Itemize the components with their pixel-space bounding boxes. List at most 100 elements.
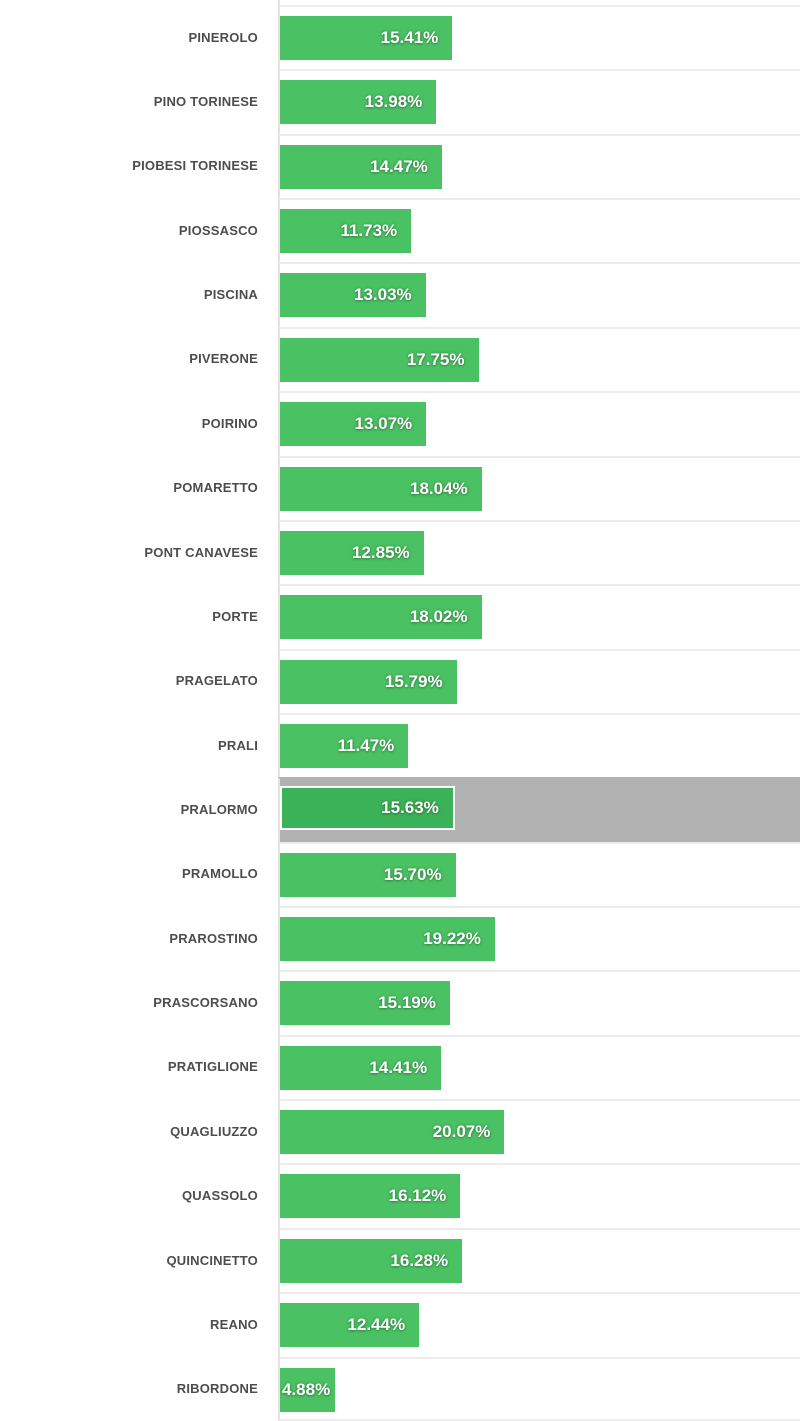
bar-value-label: 20.07%: [432, 1122, 491, 1142]
chart-row: QUASSOLO 16.12%: [0, 1163, 800, 1228]
bar[interactable]: 17.75%: [280, 337, 479, 382]
category-label-cell: PISCINA: [0, 262, 278, 327]
bar[interactable]: 11.47%: [280, 723, 409, 768]
category-label: PRASCORSANO: [153, 995, 258, 1011]
category-label-cell: PRALORMO: [0, 777, 278, 842]
category-label: PRATIGLIONE: [167, 1059, 258, 1075]
bar-value-label: 19.22%: [423, 929, 481, 949]
bar[interactable]: 12.85%: [280, 530, 424, 575]
category-label-cell: PIOBESI TORINESE: [0, 133, 278, 199]
bar[interactable]: 15.70%: [280, 852, 456, 897]
plot-area-row: 15.41%: [278, 5, 800, 70]
bar-value-label: 13.03%: [354, 285, 412, 305]
category-label: RIBORDONE: [176, 1381, 258, 1397]
chart-row: PINEROLO 15.41%: [0, 5, 800, 70]
category-label-cell: PRAROSTINO: [0, 906, 278, 971]
bar[interactable]: 13.98%: [280, 80, 437, 125]
plot-area-row: 15.79%: [278, 648, 800, 713]
bar[interactable]: 13.07%: [280, 402, 427, 447]
category-label-cell: POIRINO: [0, 391, 278, 456]
bar-value-label: 15.70%: [383, 864, 442, 884]
bar-value-label: 17.75%: [406, 349, 465, 369]
bar-value-label: 16.12%: [388, 1186, 447, 1206]
chart-row: POMARETTO 18.04%: [0, 455, 800, 520]
category-label: PORTE: [212, 608, 258, 624]
plot-area-row: 12.85%: [278, 519, 800, 585]
category-label: PINEROLO: [188, 29, 258, 45]
plot-area-row: 17.75%: [278, 326, 800, 392]
plot-area-row: 18.04%: [278, 455, 800, 520]
category-label-cell: REANO: [0, 1292, 278, 1357]
category-label: PIOSSASCO: [178, 222, 258, 238]
category-label-cell: QUASSOLO: [0, 1163, 278, 1228]
chart-row: REANO 12.44%: [0, 1292, 800, 1357]
category-label-cell: PRATIGLIONE: [0, 1034, 278, 1100]
category-label-cell: PORTE: [0, 584, 278, 649]
category-label-cell: RIBORDONE: [0, 1356, 278, 1421]
bar[interactable]: 14.41%: [280, 1045, 442, 1090]
category-label: PRALI: [218, 737, 258, 753]
bar-value-label: 11.47%: [337, 735, 395, 755]
bar-value-label: 18.04%: [410, 478, 468, 498]
bar[interactable]: 16.12%: [280, 1174, 461, 1219]
bar[interactable]: 11.73%: [280, 209, 412, 254]
bar-value-label: 14.47%: [370, 156, 428, 176]
bar-value-label: 15.19%: [378, 993, 436, 1013]
bar[interactable]: 15.19%: [280, 981, 450, 1026]
plot-area-row: 15.19%: [278, 970, 800, 1035]
chart-row: PONT CANAVESE 12.85%: [0, 519, 800, 585]
plot-area-row: 13.03%: [278, 262, 800, 327]
bar-value-label: 12.85%: [352, 542, 410, 562]
bar-value-label: 15.79%: [384, 671, 443, 691]
category-label: REANO: [210, 1316, 258, 1332]
bar-value-label: 16.28%: [390, 1250, 449, 1270]
plot-area-row: 14.41%: [278, 1034, 800, 1100]
bar[interactable]: 15.79%: [280, 659, 457, 704]
bar-value-label: 14.41%: [369, 1057, 428, 1077]
plot-area-row: 15.70%: [278, 841, 800, 907]
plot-area-row: 11.47%: [278, 712, 800, 778]
category-label-cell: PRAGELATO: [0, 648, 278, 713]
category-label-cell: PIVERONE: [0, 326, 278, 392]
bar[interactable]: 19.22%: [280, 917, 495, 962]
bar[interactable]: 18.02%: [280, 595, 482, 640]
bar-selected[interactable]: 15.63%: [280, 786, 455, 831]
bar[interactable]: 14.47%: [280, 144, 442, 189]
bar[interactable]: 16.28%: [280, 1238, 463, 1283]
bar[interactable]: 12.44%: [280, 1303, 420, 1348]
category-label: POMARETTO: [173, 480, 258, 496]
bar-value-label: 18.02%: [409, 607, 468, 627]
chart-row: PIOBESI TORINESE 14.47%: [0, 133, 800, 199]
category-label-cell: PIOSSASCO: [0, 198, 278, 263]
chart-row: PRAGELATO 15.79%: [0, 648, 800, 713]
chart-row: PISCINA 13.03%: [0, 262, 800, 327]
bar[interactable]: 20.07%: [280, 1110, 505, 1155]
plot-area-row: 14.47%: [278, 133, 800, 199]
bar[interactable]: 18.04%: [280, 466, 482, 511]
category-label: PISCINA: [203, 287, 258, 303]
category-label-cell: POMARETTO: [0, 455, 278, 520]
category-label: PIOBESI TORINESE: [132, 158, 258, 174]
category-label-cell: PRASCORSANO: [0, 970, 278, 1035]
bar[interactable]: 4.88%: [280, 1367, 335, 1412]
plot-area-row: 12.44%: [278, 1292, 800, 1357]
bar[interactable]: 15.41%: [280, 16, 453, 60]
chart-row: QUAGLIUZZO 20.07%: [0, 1099, 800, 1164]
category-label: QUINCINETTO: [166, 1252, 258, 1268]
bar[interactable]: 13.03%: [280, 273, 426, 318]
category-label-cell: PINO TORINESE: [0, 69, 278, 134]
chart-row: PRASCORSANO 15.19%: [0, 970, 800, 1035]
chart-row: PRAROSTINO 19.22%: [0, 906, 800, 971]
chart-row: PRALORMO 15.63%: [0, 777, 800, 842]
chart-row: PIOSSASCO 11.73%: [0, 198, 800, 263]
category-label-cell: QUINCINETTO: [0, 1227, 278, 1293]
plot-area-row: 20.07%: [278, 1099, 800, 1164]
category-label: PRALORMO: [180, 801, 258, 817]
plot-area-row: 16.28%: [278, 1227, 800, 1293]
category-label: POIRINO: [201, 415, 258, 431]
plot-area-row: 13.07%: [278, 391, 800, 456]
plot-area-row: 13.98%: [278, 69, 800, 134]
category-label-cell: PRALI: [0, 712, 278, 778]
chart-row: POIRINO 13.07%: [0, 391, 800, 456]
